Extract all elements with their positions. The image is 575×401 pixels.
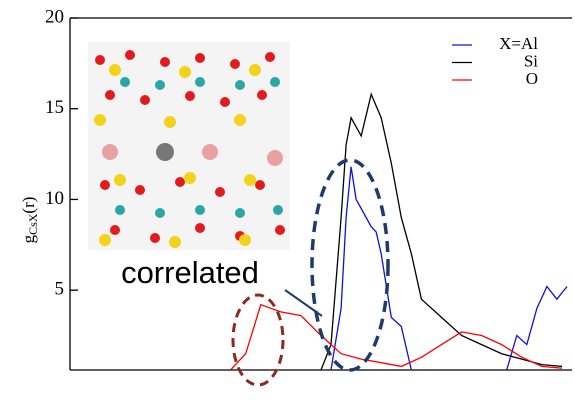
- y-label-sub: CsX: [26, 213, 40, 235]
- highlight-ellipse: [231, 293, 285, 387]
- y-tick-label: 10: [45, 188, 64, 209]
- y-tick-label: 5: [55, 279, 65, 300]
- y-label-rest: (r): [19, 197, 38, 214]
- legend-label: Si: [524, 51, 538, 70]
- y-axis-label: gCsX(r): [19, 197, 40, 244]
- y-tick-label: 20: [45, 6, 64, 27]
- y-label-main: g: [19, 234, 38, 243]
- y-tick-label: 15: [45, 97, 64, 118]
- structure-inset: [88, 42, 290, 250]
- series-line: [230, 303, 563, 370]
- highlight-ellipse: [310, 158, 390, 372]
- series-line: [320, 92, 563, 370]
- series-line: [330, 166, 568, 370]
- legend-label: X=Al: [499, 34, 538, 53]
- legend-label: O: [526, 69, 538, 88]
- annotation: correlated: [121, 255, 259, 290]
